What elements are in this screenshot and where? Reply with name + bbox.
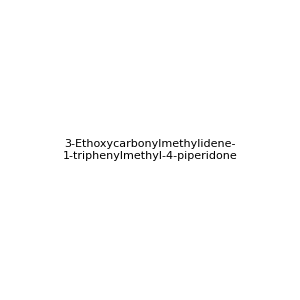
Text: 3-Ethoxycarbonylmethylidene-
1-triphenylmethyl-4-piperidone: 3-Ethoxycarbonylmethylidene- 1-triphenyl… [63, 139, 237, 161]
